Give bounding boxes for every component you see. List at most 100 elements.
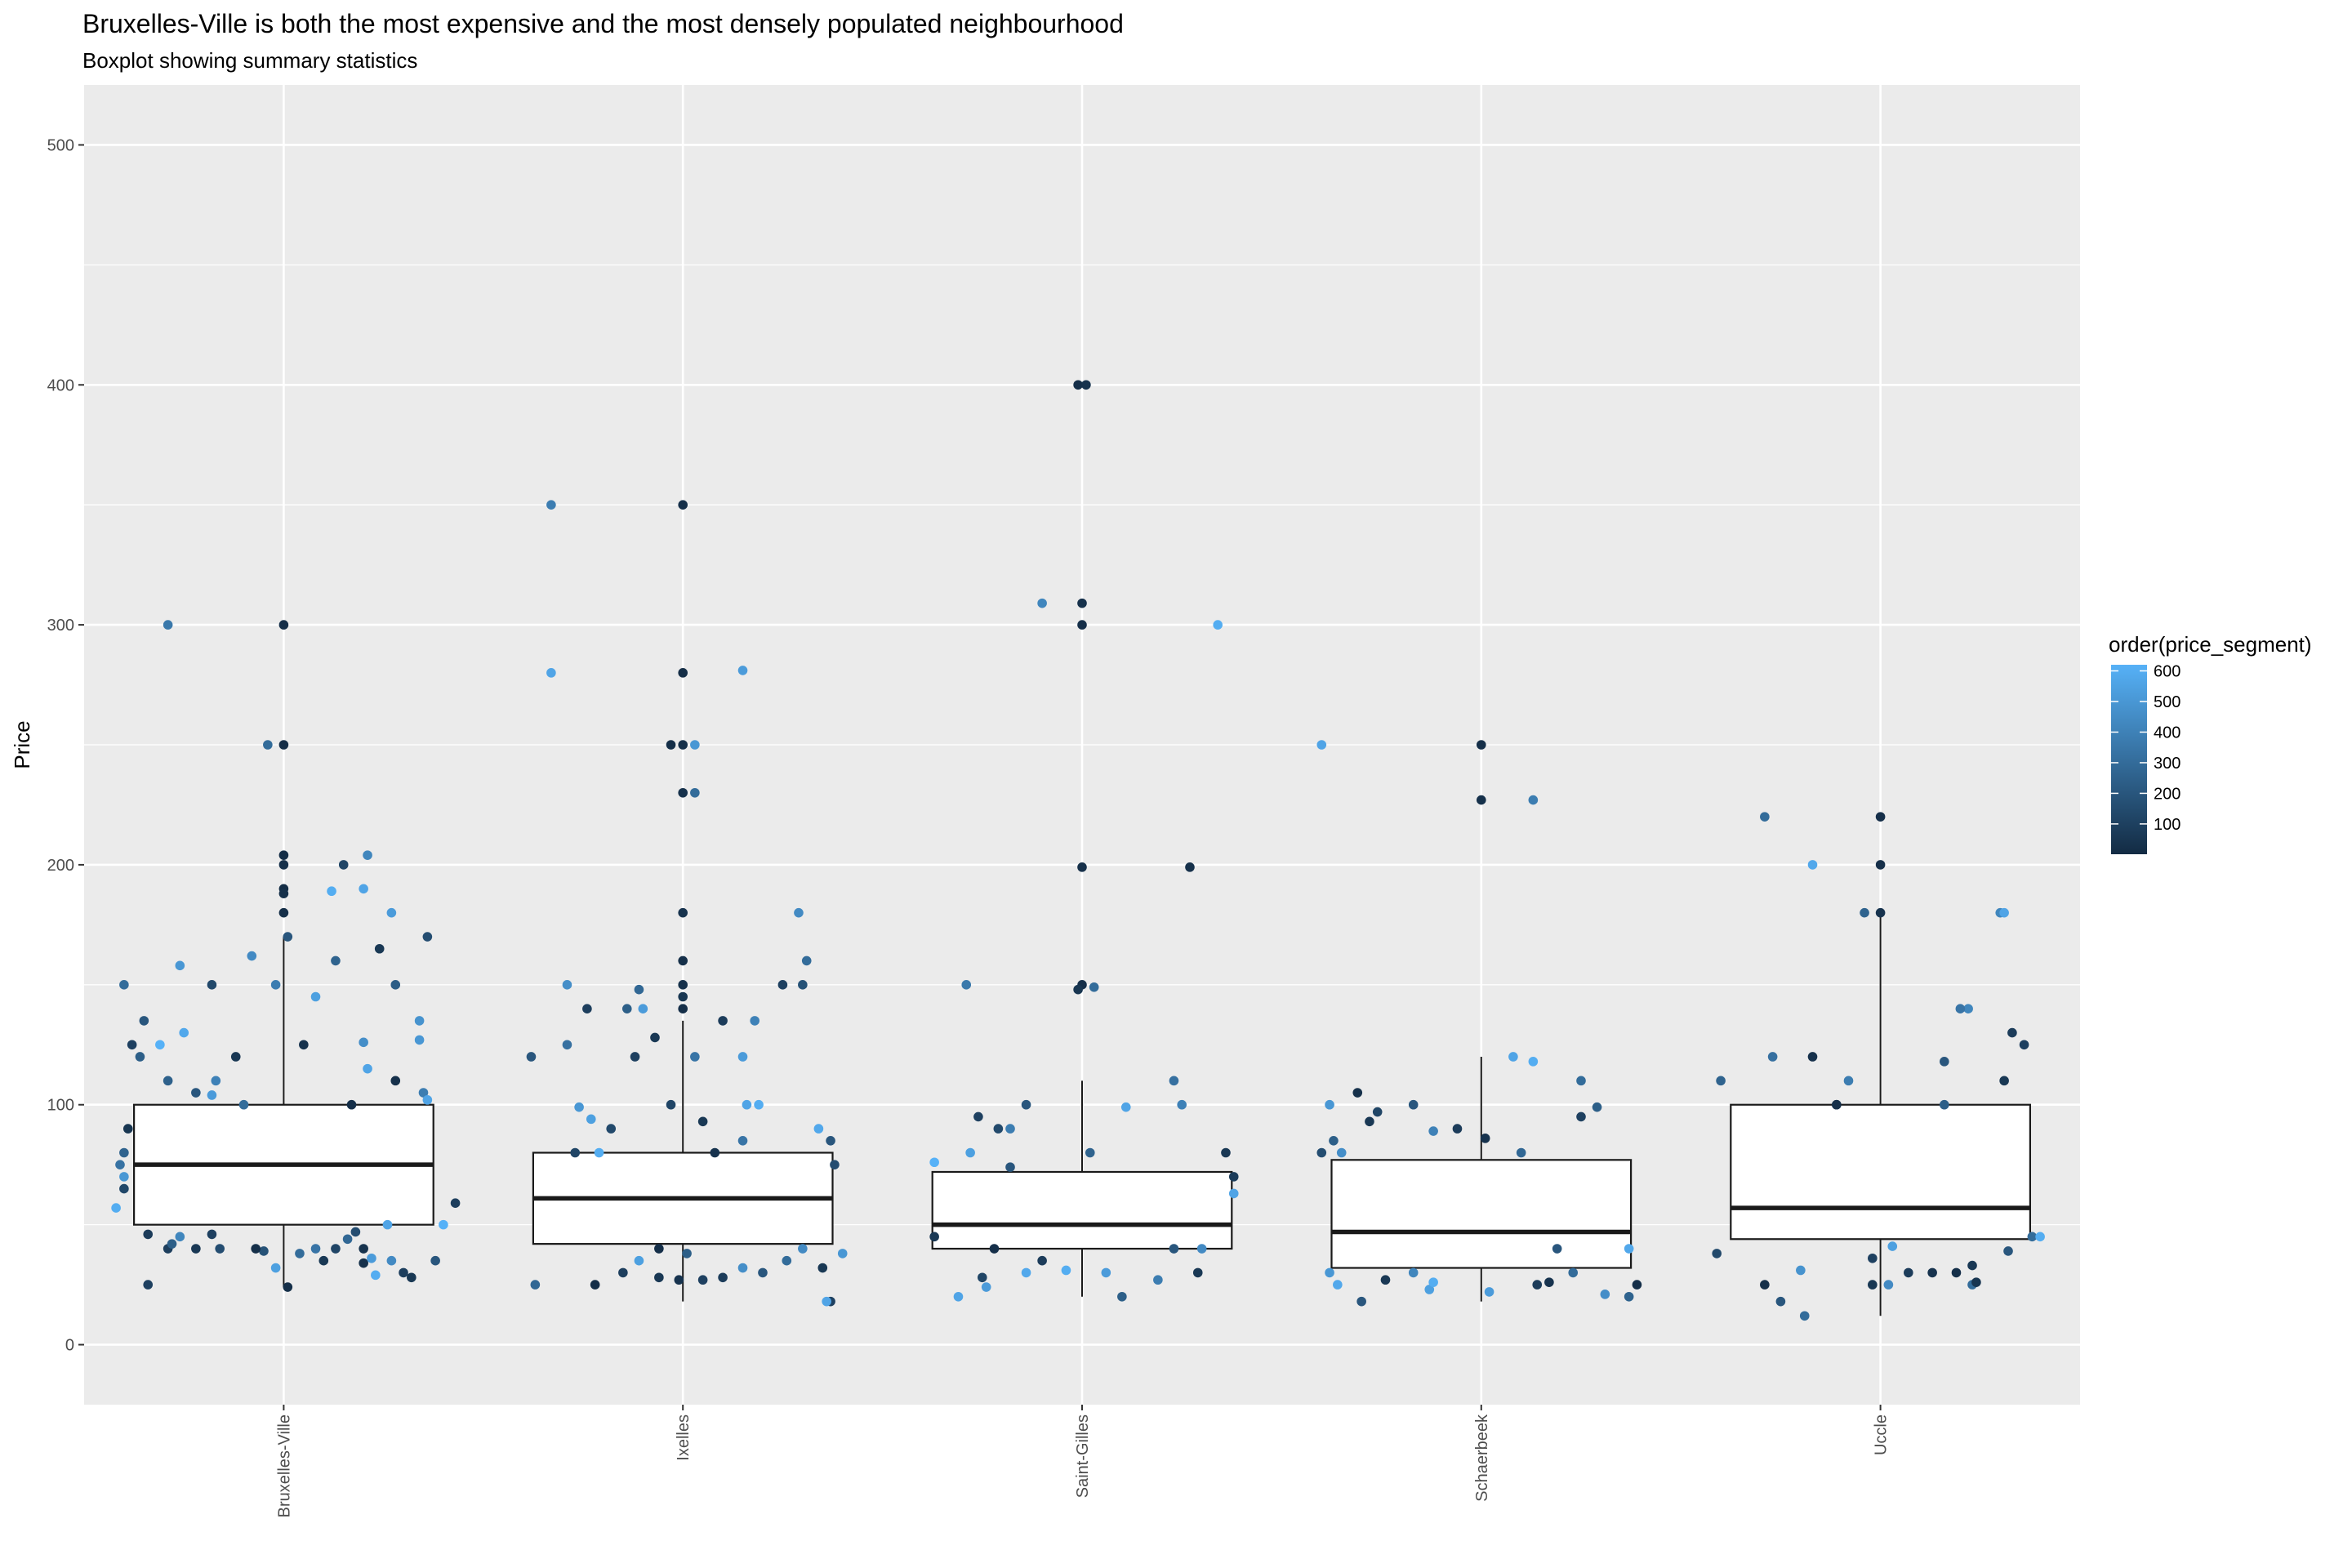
data-point [1592, 1102, 1602, 1112]
data-point [2019, 1040, 2029, 1050]
data-point [278, 740, 289, 750]
data-point [582, 1004, 592, 1013]
data-point [1316, 1147, 1327, 1158]
data-point [1408, 1267, 1419, 1278]
data-point [1380, 1275, 1391, 1285]
data-point [1999, 907, 2009, 918]
data-point [1428, 1126, 1438, 1136]
legend-colorbar [2111, 665, 2147, 854]
data-point [830, 1160, 840, 1169]
data-point [981, 1282, 991, 1292]
data-point [390, 980, 401, 990]
data-point [278, 850, 289, 860]
data-point [1169, 1076, 1179, 1086]
data-point [143, 1229, 154, 1240]
data-point [678, 980, 688, 990]
data-point [1228, 1172, 1239, 1182]
data-point [1365, 1116, 1374, 1127]
data-point [1077, 862, 1087, 872]
legend-tick-label: 600 [2154, 662, 2180, 680]
data-point [634, 1255, 644, 1266]
data-point [251, 1244, 261, 1254]
data-point [127, 1040, 137, 1050]
data-point [574, 1102, 584, 1112]
data-point [318, 1255, 329, 1266]
data-point [1516, 1147, 1526, 1158]
y-tick-label: 200 [47, 857, 74, 875]
x-axis: Bruxelles-Ville Ixelles Saint-Gilles Schaer… [275, 1405, 1891, 1517]
data-point [1221, 1147, 1231, 1158]
data-point [737, 1052, 748, 1062]
x-tick-label: Bruxelles-Ville [275, 1414, 293, 1517]
data-point [263, 740, 273, 750]
data-point [238, 1099, 249, 1110]
data-point [621, 1004, 632, 1013]
data-point [1552, 1244, 1562, 1254]
data-point [782, 1255, 792, 1266]
data-point [230, 1052, 241, 1062]
data-point [2035, 1232, 2045, 1242]
data-point [1077, 598, 1087, 608]
data-point [179, 1027, 189, 1038]
data-point [1796, 1265, 1806, 1276]
data-point [993, 1124, 1004, 1134]
data-point [530, 1280, 541, 1290]
color-legend: order(price_segment) 100 200 300 400 500 600 [2109, 632, 2312, 854]
data-point [175, 1232, 185, 1242]
data-point [422, 932, 433, 942]
data-point [359, 884, 368, 894]
data-point [1408, 1099, 1419, 1110]
data-point [295, 1249, 305, 1258]
data-point [163, 1076, 173, 1086]
data-point [350, 1227, 361, 1237]
data-point [1832, 1099, 1842, 1110]
data-point [1860, 907, 1869, 918]
box-iqr [1330, 1159, 1633, 1269]
legend-title: order(price_segment) [2109, 632, 2312, 657]
data-point [1927, 1267, 1937, 1278]
data-point [1963, 1004, 1973, 1013]
data-point [666, 740, 676, 750]
data-point [1352, 1088, 1363, 1098]
data-point [115, 1160, 125, 1169]
data-point [399, 1267, 408, 1278]
data-point [215, 1244, 225, 1254]
boxes [133, 912, 2032, 1316]
data-point [191, 1088, 201, 1098]
x-tick-label: Ixelles [675, 1414, 693, 1461]
data-point [1120, 1102, 1131, 1112]
data-point [386, 907, 397, 918]
legend-tick-label: 500 [2154, 693, 2180, 711]
data-point [1508, 1052, 1518, 1062]
data-point [965, 1147, 975, 1158]
data-point [678, 500, 688, 510]
data-point [1316, 740, 1327, 750]
data-point [1887, 1241, 1898, 1251]
data-point [1807, 860, 1818, 870]
data-point [359, 1244, 368, 1254]
data-point [139, 1016, 149, 1026]
data-point [690, 787, 700, 798]
legend-tick-label: 300 [2154, 755, 2180, 773]
data-point [1624, 1291, 1634, 1302]
data-point [678, 991, 688, 1002]
data-point [1081, 380, 1091, 390]
data-point [414, 1035, 425, 1045]
data-point [1568, 1267, 1579, 1278]
data-point [1213, 620, 1223, 630]
y-tick-label: 300 [47, 617, 74, 635]
data-point [742, 1099, 752, 1110]
data-point [1228, 1188, 1239, 1199]
data-point [1967, 1260, 1977, 1271]
data-point [1940, 1099, 1949, 1110]
data-point [801, 956, 812, 966]
data-point [143, 1280, 154, 1290]
data-point [1089, 982, 1099, 992]
data-point [798, 1244, 808, 1254]
data-point [119, 1172, 129, 1182]
data-point [586, 1114, 596, 1125]
data-point [606, 1124, 617, 1134]
data-point [163, 620, 173, 630]
data-point [1544, 1277, 1554, 1287]
data-point [386, 1255, 397, 1266]
